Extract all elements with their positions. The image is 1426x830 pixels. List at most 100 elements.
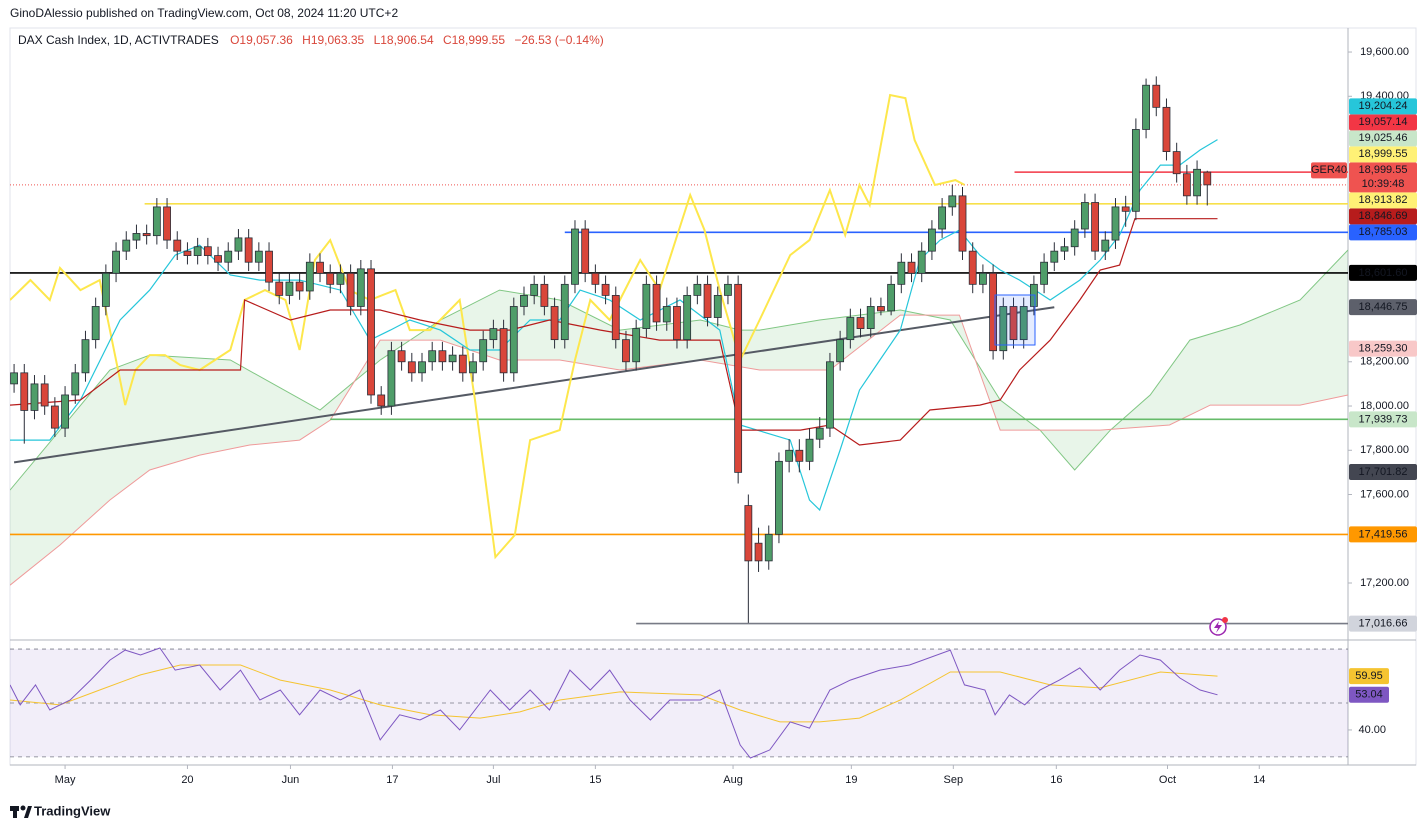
- y-tick-label: 18,000.00: [1360, 400, 1409, 412]
- close-label: C18,999.55: [443, 33, 505, 47]
- candle-body: [642, 283, 651, 329]
- symbol-tag-bg: [1311, 162, 1347, 179]
- candle-body: [418, 361, 426, 374]
- candle-body: [815, 427, 824, 440]
- x-tick-label: May: [55, 774, 76, 786]
- candle-body: [530, 283, 539, 296]
- candle-body: [775, 460, 783, 535]
- candle-body: [846, 317, 855, 341]
- y-tick-label: 17,800.00: [1360, 444, 1409, 456]
- y-tick-label: 17,200.00: [1360, 577, 1409, 589]
- candle-body: [550, 306, 559, 341]
- candle-body: [448, 354, 457, 363]
- candle-body: [1142, 84, 1150, 130]
- price-label-bg: [1349, 340, 1417, 357]
- indicator-line: [10, 139, 1218, 512]
- candle-body: [377, 394, 386, 407]
- x-tick-label: Sep: [944, 774, 964, 786]
- candle-body: [1131, 129, 1140, 212]
- candle-body: [662, 306, 671, 323]
- candle-body: [948, 195, 957, 208]
- candle-body: [611, 294, 620, 341]
- candle-body: [1091, 202, 1099, 252]
- highlight-box: [994, 294, 1036, 346]
- candle-body: [724, 283, 732, 296]
- candle-body: [367, 268, 375, 396]
- candle-body: [622, 339, 630, 363]
- price-label-bg: [1349, 130, 1417, 147]
- alert-icon[interactable]: [1209, 617, 1228, 636]
- candle-body: [703, 283, 712, 318]
- countdown-label: 10:39:48: [1362, 178, 1405, 190]
- rsi-ma-label-bg: [1349, 668, 1389, 685]
- candle-body: [877, 306, 885, 312]
- candle-body: [173, 239, 182, 252]
- candle-body: [428, 350, 437, 363]
- chart-title-line: DAX Cash Index, 1D, ACTIVTRADES O19,057.…: [18, 33, 604, 47]
- candle-body: [183, 250, 192, 256]
- price-label: 18,913.82: [1359, 194, 1408, 206]
- price-label-bg: [1349, 526, 1417, 543]
- candle-body: [907, 261, 916, 274]
- x-tick-label: 20: [181, 774, 193, 786]
- candle-body: [469, 361, 477, 374]
- candle-body: [989, 272, 998, 352]
- candle-body: [1050, 250, 1059, 263]
- candle-body: [581, 228, 590, 274]
- candle-body: [152, 206, 161, 237]
- candle-body: [652, 283, 661, 323]
- symbol-tag: GER40: [1311, 164, 1347, 176]
- indicator-line: [10, 93, 965, 560]
- candle-body: [132, 233, 141, 241]
- candle-body: [734, 283, 743, 473]
- candle-body: [1060, 246, 1069, 252]
- x-tick-label: 19: [845, 774, 857, 786]
- price-label-bg: [1349, 146, 1417, 163]
- candle-body: [489, 328, 498, 341]
- author-line: GinoDAlessio published on TradingView.co…: [10, 6, 398, 20]
- candle-body: [928, 228, 936, 252]
- footer-brand: TradingView: [34, 803, 111, 818]
- low-label: L18,906.54: [374, 33, 434, 47]
- price-label: 17,939.73: [1359, 413, 1408, 425]
- price-label-bg: [1349, 208, 1417, 225]
- candle-body: [591, 272, 600, 285]
- candle-body: [805, 438, 814, 462]
- rsi-ma-line: [10, 664, 1218, 723]
- candle-body: [968, 250, 977, 285]
- price-label-bg: [1349, 411, 1417, 428]
- candle-body: [693, 283, 702, 296]
- candle-body: [1080, 202, 1089, 230]
- price-label: 18,785.03: [1359, 226, 1408, 238]
- candle-body: [601, 283, 610, 296]
- price-label: 17,701.82: [1359, 466, 1408, 478]
- y-tick-label: 18,200.00: [1360, 356, 1409, 368]
- ichimoku-cloud: [10, 250, 1348, 586]
- chart-title: DAX Cash Index, 1D, ACTIVTRADES: [18, 33, 219, 47]
- candle-body: [10, 372, 18, 385]
- price-label: 18,601.60: [1359, 267, 1408, 279]
- candle-body: [917, 250, 926, 274]
- candle-body: [499, 328, 508, 374]
- price-label-bg: [1349, 114, 1417, 131]
- candle-body: [1070, 228, 1079, 248]
- candle-body: [50, 405, 59, 429]
- footer-logo: [10, 805, 32, 818]
- candle-body: [30, 383, 39, 411]
- candle-body: [407, 361, 416, 374]
- x-tick-label: Aug: [723, 774, 743, 786]
- trend-line: [13, 306, 1055, 464]
- candle-body: [673, 306, 681, 341]
- candle-body: [520, 294, 528, 307]
- candle-body: [295, 281, 304, 292]
- candle-body: [958, 195, 967, 252]
- candle-body: [346, 272, 355, 307]
- candle-body: [744, 505, 753, 562]
- candle-body: [1019, 306, 1028, 341]
- axes: 19,600.0019,400.0018,200.0018,000.0017,8…: [55, 46, 1417, 786]
- price-label-bg: [1349, 192, 1417, 209]
- candle-body: [1203, 171, 1212, 186]
- candle-body: [336, 272, 345, 285]
- rsi-y-tick-label: 40.00: [1358, 724, 1386, 736]
